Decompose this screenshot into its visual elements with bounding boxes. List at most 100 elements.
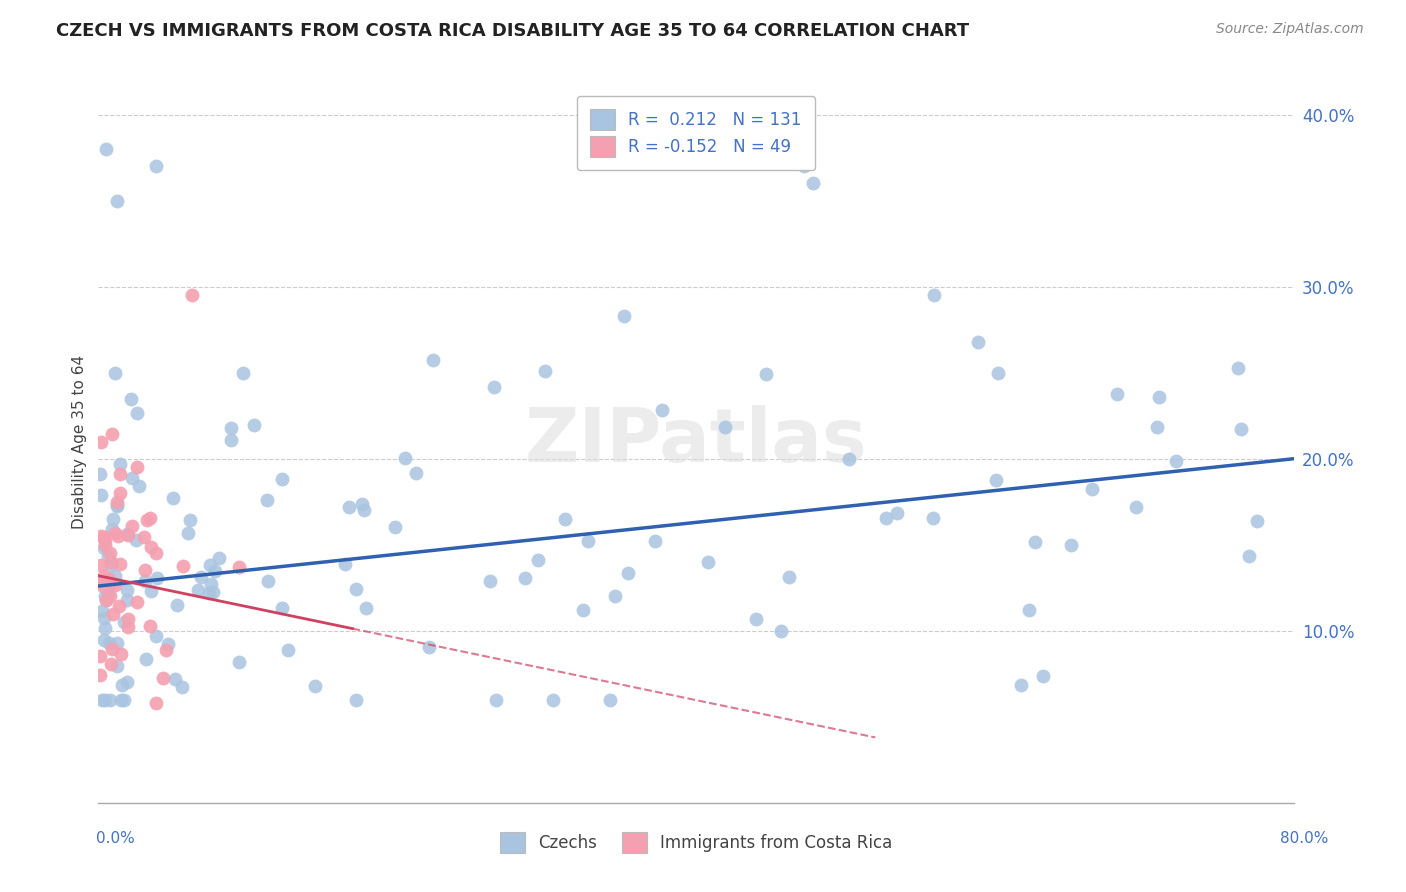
Point xyxy=(484,380,506,394)
Point xyxy=(132,531,155,545)
Point xyxy=(527,553,550,567)
Point xyxy=(921,511,943,525)
Point xyxy=(599,692,621,706)
Point xyxy=(344,692,367,706)
Point xyxy=(208,550,231,565)
Point xyxy=(394,450,416,465)
Point xyxy=(651,403,673,417)
Point xyxy=(172,558,194,573)
Point xyxy=(101,576,124,591)
Point xyxy=(101,642,124,657)
Point xyxy=(1227,361,1250,376)
Point xyxy=(1229,421,1251,435)
Point xyxy=(105,194,128,208)
Point xyxy=(97,549,120,563)
Point xyxy=(93,541,115,555)
Point xyxy=(139,618,162,632)
Point xyxy=(136,513,159,527)
Point xyxy=(135,652,157,666)
Point xyxy=(1125,500,1147,515)
Point xyxy=(803,177,825,191)
Point xyxy=(90,488,112,502)
Point xyxy=(190,570,212,584)
Point xyxy=(121,471,143,485)
Point xyxy=(94,593,117,607)
Point xyxy=(1107,387,1129,401)
Point xyxy=(97,587,120,601)
Point xyxy=(1246,514,1268,528)
Point xyxy=(93,633,115,648)
Point xyxy=(696,556,718,570)
Text: ZIPatlas: ZIPatlas xyxy=(524,405,868,478)
Point xyxy=(155,643,177,657)
Point xyxy=(145,697,167,711)
Point xyxy=(90,558,112,573)
Point xyxy=(745,612,768,626)
Point xyxy=(89,668,111,682)
Point xyxy=(104,578,127,592)
Point xyxy=(115,582,138,597)
Point xyxy=(100,427,122,442)
Point xyxy=(198,558,221,572)
Point xyxy=(533,364,555,378)
Point xyxy=(576,533,599,548)
Point xyxy=(145,629,167,643)
Point xyxy=(967,334,990,349)
Point xyxy=(90,604,112,618)
Point xyxy=(1032,669,1054,683)
Point xyxy=(125,533,148,547)
Point xyxy=(271,472,294,486)
Point xyxy=(270,601,292,615)
Point xyxy=(125,460,148,475)
Point xyxy=(146,571,169,585)
Point xyxy=(117,528,139,542)
Text: CZECH VS IMMIGRANTS FROM COSTA RICA DISABILITY AGE 35 TO 64 CORRELATION CHART: CZECH VS IMMIGRANTS FROM COSTA RICA DISA… xyxy=(56,22,969,40)
Point xyxy=(93,530,115,544)
Point xyxy=(156,637,179,651)
Point xyxy=(1010,678,1032,692)
Point xyxy=(125,595,148,609)
Point xyxy=(1024,534,1046,549)
Point xyxy=(616,566,638,581)
Point xyxy=(94,534,117,549)
Point xyxy=(1081,482,1104,496)
Point xyxy=(101,512,124,526)
Point xyxy=(94,142,117,156)
Point xyxy=(117,527,139,541)
Point xyxy=(134,563,156,577)
Point xyxy=(98,545,121,559)
Point xyxy=(179,513,201,527)
Point xyxy=(104,526,127,541)
Point xyxy=(228,655,250,669)
Point xyxy=(94,589,117,603)
Point xyxy=(117,612,139,626)
Point xyxy=(125,406,148,420)
Point xyxy=(513,571,536,585)
Point xyxy=(181,288,204,302)
Point xyxy=(304,679,326,693)
Point xyxy=(176,526,198,541)
Point xyxy=(755,367,778,381)
Point xyxy=(384,520,406,534)
Point xyxy=(201,584,224,599)
Point xyxy=(105,636,128,650)
Point xyxy=(163,672,186,686)
Point xyxy=(922,288,945,302)
Point xyxy=(94,593,117,607)
Point xyxy=(337,500,360,514)
Point xyxy=(112,615,135,630)
Point xyxy=(104,366,127,380)
Point xyxy=(485,692,508,706)
Point xyxy=(613,309,636,323)
Text: Source: ZipAtlas.com: Source: ZipAtlas.com xyxy=(1216,22,1364,37)
Point xyxy=(93,611,115,625)
Point xyxy=(108,486,131,500)
Point xyxy=(94,692,117,706)
Point xyxy=(101,522,124,536)
Point xyxy=(170,680,193,694)
Point xyxy=(605,589,627,603)
Point xyxy=(221,421,243,435)
Point xyxy=(117,619,139,633)
Point xyxy=(987,366,1010,380)
Point xyxy=(117,593,139,607)
